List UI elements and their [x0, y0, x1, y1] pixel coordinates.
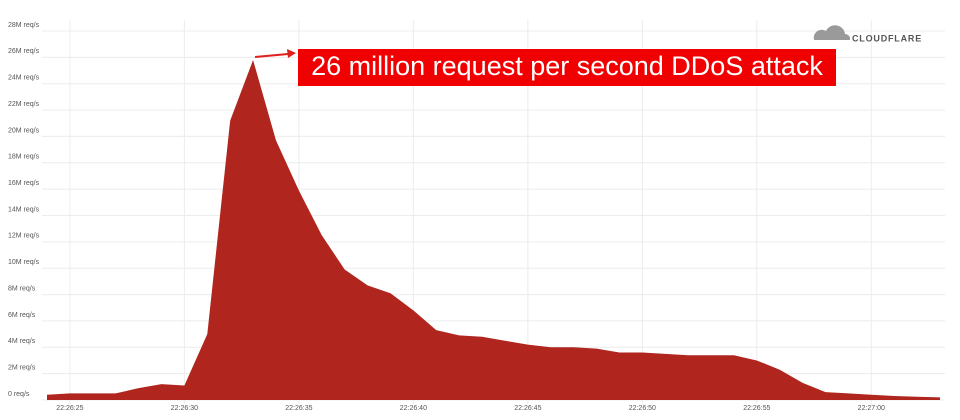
y-tick-label: 12M req/s — [8, 233, 40, 240]
x-tick-label: 22:26:30 — [171, 405, 198, 412]
y-tick-label: 6M req/s — [8, 312, 36, 319]
logo-text: CLOUDFLARE — [852, 33, 922, 43]
annotation-arrow — [254, 53, 289, 58]
annotation-text: 26 million request per second DDoS attac… — [311, 51, 823, 81]
plot — [47, 59, 940, 400]
annotation: 26 million request per second DDoS attac… — [254, 49, 836, 86]
arrow-head — [287, 49, 296, 58]
y-tick-label: 20M req/s — [8, 127, 40, 134]
annotation-box — [298, 49, 836, 86]
y-tick-label: 8M req/s — [8, 285, 36, 292]
y-tick-label: 14M req/s — [8, 206, 40, 213]
y-tick-label: 18M req/s — [8, 154, 40, 161]
y-tick-label: 24M req/s — [8, 75, 40, 82]
x-tick-label: 22:26:35 — [285, 405, 312, 412]
x-tick-label: 22:26:55 — [743, 405, 770, 412]
x-tick-label: 22:26:40 — [400, 405, 427, 412]
y-tick-label: 10M req/s — [8, 259, 40, 266]
x-tick-label: 22:26:50 — [629, 405, 656, 412]
y-tick-label: 4M req/s — [8, 338, 36, 345]
y-tick-label: 26M req/s — [8, 48, 40, 55]
y-tick-label: 2M req/s — [8, 364, 36, 371]
y-tick-label: 16M req/s — [8, 180, 40, 187]
y-tick-label: 0 req/s — [8, 391, 30, 398]
logo-cloud — [813, 25, 851, 40]
x-tick-label: 22:26:45 — [514, 405, 541, 412]
x-tick-label: 22:26:25 — [56, 405, 83, 412]
x-tick-label: 22:27:00 — [858, 405, 885, 412]
y-tick-label: 28M req/s — [8, 22, 40, 29]
area — [47, 59, 940, 400]
logo: CLOUDFLARE — [813, 25, 922, 43]
y-tick-label: 22M req/s — [8, 101, 40, 108]
axis-labels: 0 req/s 2M req/s 4M req/s 6M req/s 8M req/s 1… — [8, 22, 885, 412]
